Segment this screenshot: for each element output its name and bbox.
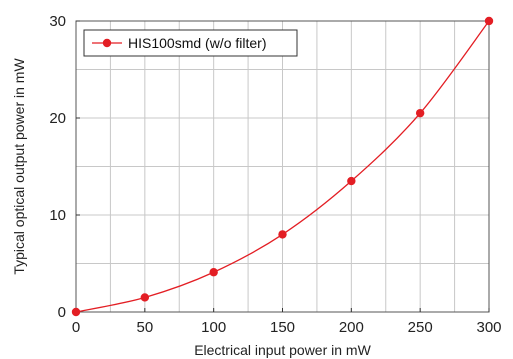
data-point: [71, 307, 81, 317]
series-points: [71, 16, 494, 317]
legend-marker: [102, 38, 112, 48]
legend-label: HIS100smd (w/o filter): [128, 35, 266, 51]
x-tick-label: 100: [201, 319, 226, 336]
x-tick-label: 50: [136, 319, 153, 336]
grid: [76, 21, 489, 312]
y-ticks: 0 10 20 30: [49, 13, 80, 321]
y-axis-label: Typical optical output power in mW: [11, 58, 27, 275]
y-tick-label: 30: [49, 13, 66, 30]
x-axis-label: Electrical input power in mW: [194, 342, 371, 358]
y-tick-label: 10: [49, 207, 66, 224]
data-point: [347, 176, 356, 186]
x-tick-label: 0: [72, 319, 80, 336]
data-point: [278, 230, 287, 239]
y-tick-label: 20: [49, 110, 66, 127]
x-tick-label: 300: [476, 319, 501, 336]
x-tick-label: 250: [408, 319, 433, 336]
x-tick-label: 200: [339, 319, 364, 336]
y-tick-label: 0: [58, 304, 66, 321]
data-point: [484, 16, 494, 26]
x-tick-label: 150: [270, 319, 295, 336]
data-point: [209, 268, 218, 277]
data-point: [415, 108, 425, 118]
legend: HIS100smd (w/o filter): [83, 29, 298, 57]
data-point: [140, 293, 150, 302]
x-ticks: 0 50 100 150 200 250 300: [72, 308, 502, 336]
